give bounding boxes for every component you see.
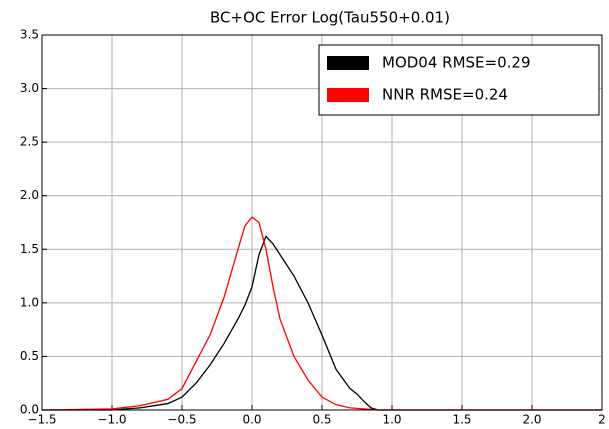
y-tick-label: 1.5 xyxy=(20,242,39,256)
legend-label: MOD04 RMSE=0.29 xyxy=(382,54,530,72)
y-tick-label: 2.5 xyxy=(20,135,39,149)
y-tick-label: 2.0 xyxy=(20,188,39,202)
y-tick-label: 3.0 xyxy=(20,81,39,95)
y-tick-label: 3.5 xyxy=(20,28,39,42)
x-tick-label: −1.5 xyxy=(27,413,56,427)
x-tick-label: 1.5 xyxy=(452,413,471,427)
chart-title: BC+OC Error Log(Tau550+0.01) xyxy=(210,9,450,27)
x-tick-label: 0.0 xyxy=(242,413,261,427)
line-series xyxy=(41,216,602,411)
y-tick-label: 0.0 xyxy=(20,403,39,417)
x-tick-label: 1.0 xyxy=(382,413,401,427)
y-tick-label: 1.0 xyxy=(20,295,39,309)
legend-swatch xyxy=(327,56,369,70)
x-tick-label: 0.5 xyxy=(312,413,331,427)
y-tick-label: 0.5 xyxy=(20,349,39,363)
line-series xyxy=(42,235,602,411)
plot-frame xyxy=(41,34,603,411)
x-tick-label: −1.0 xyxy=(97,413,126,427)
x-tick-label: −0.5 xyxy=(167,413,196,427)
x-tick-label: 2.0 xyxy=(522,413,541,427)
legend-swatch xyxy=(327,88,369,102)
x-tick-label: 2 xyxy=(598,413,606,427)
legend-label: NNR RMSE=0.24 xyxy=(382,86,508,104)
